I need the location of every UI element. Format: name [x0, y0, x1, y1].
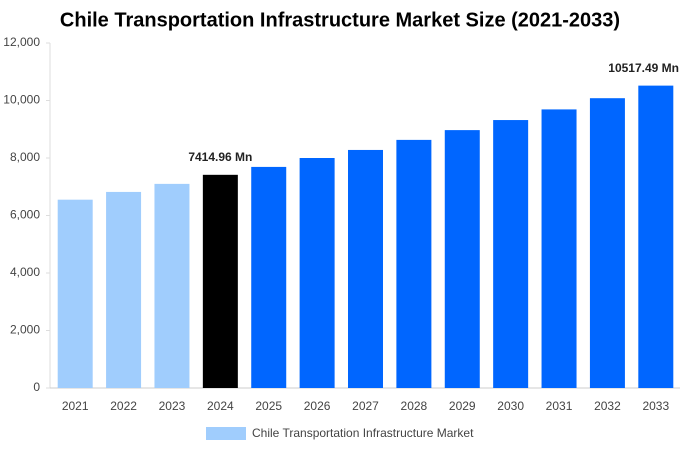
legend-label: Chile Transportation Infrastructure Mark… — [252, 426, 474, 440]
value-label: 10517.49 Mn — [608, 61, 679, 75]
x-tick-label: 2033 — [642, 399, 669, 413]
x-tick-label: 2027 — [352, 399, 379, 413]
x-tick-label: 2021 — [62, 399, 89, 413]
bar — [638, 85, 674, 388]
legend-swatch — [206, 427, 246, 440]
bar — [202, 174, 238, 388]
bar — [154, 183, 190, 388]
bar — [106, 191, 142, 388]
x-tick-label: 2025 — [255, 399, 282, 413]
x-tick-label: 2026 — [304, 399, 331, 413]
x-tick-label: 2030 — [497, 399, 524, 413]
bar — [348, 149, 383, 388]
x-tick-label: 2032 — [594, 399, 621, 413]
y-tick-label: 8,000 — [10, 150, 40, 164]
bar — [251, 166, 287, 388]
bar — [57, 199, 93, 388]
bar — [396, 139, 432, 388]
bar — [589, 98, 625, 388]
y-tick-label: 2,000 — [10, 323, 40, 337]
x-tick-label: 2029 — [449, 399, 476, 413]
y-tick-label: 0 — [33, 380, 40, 394]
x-tick-label: 2022 — [110, 399, 137, 413]
y-tick-label: 4,000 — [10, 265, 40, 279]
y-tick-label: 12,000 — [3, 35, 40, 49]
x-tick-label: 2024 — [207, 399, 234, 413]
chart-title: Chile Transportation Infrastructure Mark… — [60, 9, 620, 31]
x-tick-label: 2031 — [546, 399, 573, 413]
y-tick-label: 10,000 — [3, 93, 40, 107]
y-tick-label: 6,000 — [10, 208, 40, 222]
x-tick-label: 2023 — [159, 399, 186, 413]
bar — [493, 120, 529, 389]
bar — [444, 130, 480, 389]
value-label: 7414.96 Mn — [188, 150, 252, 164]
bar — [541, 109, 577, 388]
x-tick-label: 2028 — [401, 399, 428, 413]
bar — [299, 158, 335, 388]
